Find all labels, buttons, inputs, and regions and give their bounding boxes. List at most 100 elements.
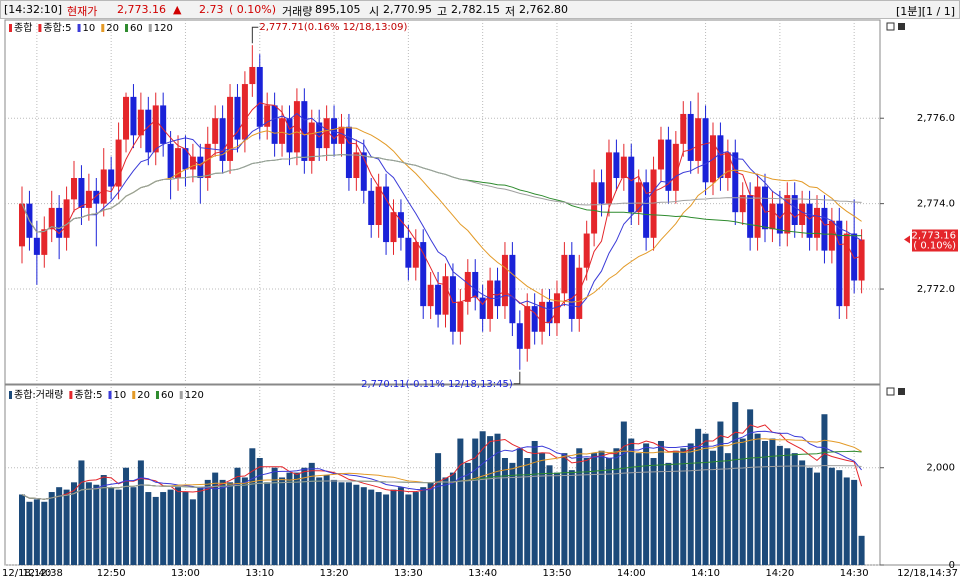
x-tick-label: 13:10 — [245, 568, 274, 579]
candle-body — [479, 297, 486, 319]
candle-body — [219, 118, 226, 161]
candle-body — [620, 156, 627, 179]
candle-body — [427, 284, 434, 307]
candle-body — [293, 101, 300, 153]
volume-bar — [643, 443, 650, 565]
volume-bar — [397, 487, 404, 565]
candle-body — [583, 233, 590, 268]
volume-bar — [620, 421, 627, 565]
change-pct: ( 0.10%) — [229, 3, 277, 16]
candle-body — [442, 276, 449, 315]
volume-bar — [435, 453, 442, 565]
candle-body — [516, 323, 523, 349]
period-nav[interactable]: [1분][1 / 1] — [896, 5, 955, 18]
volume-bar — [331, 479, 338, 565]
volume-bar — [390, 489, 397, 565]
volume-bar — [271, 467, 278, 565]
panel-button[interactable] — [898, 388, 905, 395]
volume-bar — [576, 448, 583, 565]
legend-swatch — [9, 24, 12, 32]
candle-body — [286, 118, 293, 153]
volume-bar — [539, 453, 546, 565]
volume-bar — [368, 489, 375, 565]
panel-button[interactable] — [898, 23, 905, 30]
candle-body — [412, 242, 419, 268]
moving-average — [21, 102, 862, 323]
candle-body — [717, 135, 724, 179]
x-tick-label: 14:30 — [840, 568, 869, 579]
x-tick-label: 13:00 — [171, 568, 200, 579]
volume-bar — [762, 440, 768, 565]
candle-body — [249, 66, 256, 85]
volume-bar — [494, 433, 501, 565]
legend-label: 20 — [137, 390, 150, 401]
candle-body — [754, 186, 761, 238]
candle-body — [799, 203, 806, 225]
candle-body — [821, 207, 828, 251]
volume-bar — [78, 460, 85, 565]
volume-bar — [412, 492, 419, 565]
candle-body — [828, 220, 835, 251]
x-tick-label: 14:10 — [691, 568, 720, 579]
volume-bar — [487, 436, 494, 565]
volume-bar — [605, 458, 612, 565]
candle-body — [368, 190, 375, 225]
candle-body — [137, 109, 144, 136]
panel-button[interactable] — [886, 22, 895, 31]
candle-body — [568, 254, 575, 319]
moving-average — [21, 464, 862, 500]
volume-bar — [160, 492, 167, 565]
annotation: 2,770.11(-0.11% 12/18,13:45) — [361, 379, 513, 390]
volume-bar — [316, 477, 323, 565]
volume-bar — [791, 453, 798, 565]
candle-body — [747, 195, 754, 238]
volume-bar — [323, 475, 330, 565]
candle-body — [784, 195, 791, 234]
volume-bar — [264, 482, 271, 565]
candle-body — [680, 113, 687, 144]
legend-label: 10 — [83, 23, 96, 34]
volume-bar — [353, 484, 360, 565]
candle-body — [628, 156, 635, 213]
candle-body — [308, 122, 315, 161]
candle-body — [449, 276, 456, 332]
low: 2,762.80 — [519, 3, 568, 16]
panel-button[interactable] — [886, 387, 895, 396]
volume-bar — [204, 479, 211, 565]
volume-bar — [308, 462, 315, 565]
candle-body — [41, 229, 48, 255]
volume-bar — [472, 438, 479, 565]
candle-body — [814, 207, 821, 238]
legend-swatch — [69, 391, 73, 399]
candle-body — [487, 280, 494, 319]
candle-body — [576, 267, 583, 319]
y-tick-label: 2,772.0 — [917, 284, 955, 295]
volume-bar — [301, 467, 308, 565]
candle-body — [160, 105, 167, 144]
current-box — [912, 229, 958, 252]
volume-bar — [345, 482, 352, 565]
volume-bar — [449, 472, 456, 565]
candle-body — [204, 143, 211, 179]
candle-body — [390, 212, 397, 243]
candle-body — [791, 195, 798, 225]
candle-body — [19, 203, 25, 247]
moving-average — [21, 424, 863, 500]
candle-body — [739, 195, 746, 213]
legend-label: 종합:5 — [43, 22, 71, 34]
volume-bar — [293, 472, 300, 565]
time: [14:32:10] — [4, 3, 62, 16]
volume-bar — [709, 450, 716, 565]
current-marker — [904, 235, 910, 244]
legend-label: 60 — [161, 390, 174, 401]
candle-body — [672, 143, 679, 191]
candle-body — [472, 271, 479, 298]
candle-body — [71, 178, 78, 200]
legend-label: 종합:5 — [74, 389, 102, 401]
volume-bar — [71, 482, 78, 565]
volume-bar — [405, 494, 412, 565]
legend-swatch — [77, 24, 81, 32]
volume-bar — [561, 453, 568, 565]
candle-body — [643, 182, 650, 238]
volume-bar — [821, 414, 828, 565]
